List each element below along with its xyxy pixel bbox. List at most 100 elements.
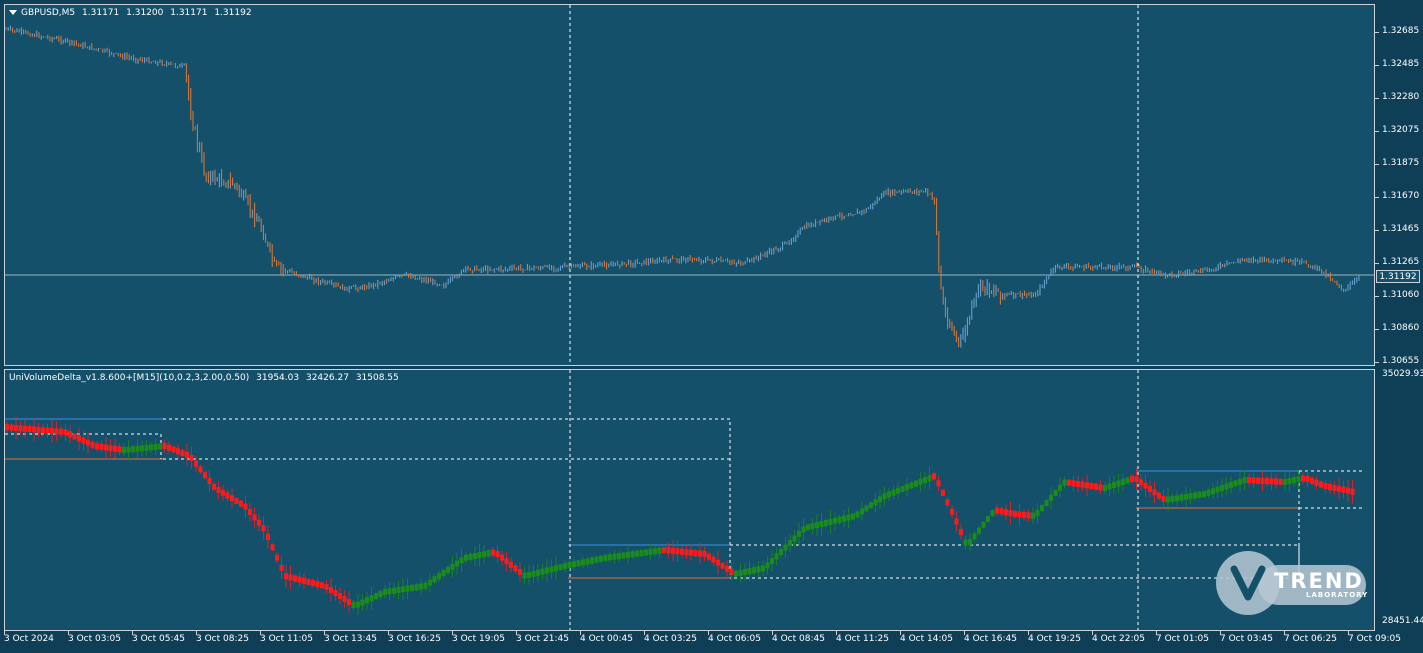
delta-bar — [1188, 493, 1193, 500]
delta-bar — [248, 509, 252, 515]
delta-bar — [14, 424, 18, 431]
delta-bar — [945, 499, 950, 506]
indicator-pane[interactable]: UniVolumeDelta_v1.8.600+[M15](10,0.2,3,2… — [4, 369, 1375, 631]
delta-bar — [1247, 477, 1251, 484]
delta-bar — [1224, 483, 1229, 490]
price-tick-label: 1.32685 — [1382, 26, 1420, 36]
price-chart-canvas[interactable] — [5, 5, 1375, 366]
delta-bar — [410, 584, 414, 591]
delta-bar — [711, 556, 716, 563]
delta-bar — [1166, 496, 1170, 503]
price-chart-title: GBPUSD,M5 1.31171 1.31200 1.31171 1.3119… — [9, 8, 256, 18]
delta-bar — [567, 562, 572, 569]
close-value: 1.31192 — [214, 8, 252, 18]
price-tick — [1375, 131, 1379, 132]
delta-bar — [936, 480, 941, 487]
delta-bar — [1278, 478, 1283, 485]
price-chart-pane[interactable]: GBPUSD,M5 1.31171 1.31200 1.31171 1.3119… — [4, 4, 1375, 366]
delta-bar — [464, 554, 468, 561]
delta-bar — [1215, 486, 1220, 493]
delta-bar — [243, 503, 248, 510]
time-tick — [1220, 631, 1221, 635]
delta-bar — [522, 572, 527, 579]
delta-bar — [36, 426, 41, 433]
delta-bar — [225, 492, 230, 499]
price-tick — [1375, 98, 1379, 99]
delta-bar — [41, 427, 45, 434]
time-axis[interactable]: 3 Oct 2024 3 Oct 03:05 3 Oct 05:45 3 Oct 08… — [4, 631, 1401, 653]
delta-bar — [743, 569, 747, 575]
indicator-title: UniVolumeDelta_v1.8.600+[M15](10,0.2,3,2… — [9, 373, 403, 383]
delta-bar — [1346, 487, 1350, 494]
indicator-axis[interactable]: 35029.93 28451.44 — [1375, 369, 1423, 631]
delta-bar — [1107, 483, 1112, 490]
delta-bar — [518, 569, 522, 575]
delta-bar — [792, 535, 797, 542]
price-axis[interactable]: 1.32685 1.32485 1.32280 1.32075 1.31875 … — [1375, 4, 1423, 366]
delta-bar — [279, 564, 284, 571]
price-tick — [1375, 263, 1379, 264]
trend-laboratory-logo: TREND LABORATORY — [1216, 549, 1371, 619]
price-tick-label: 1.30860 — [1382, 323, 1420, 333]
delta-bar — [140, 445, 144, 452]
delta-bar — [549, 566, 554, 573]
indicator-canvas[interactable] — [5, 370, 1375, 631]
delta-bar — [630, 551, 635, 558]
delta-bar — [1292, 477, 1296, 484]
delta-bar — [1134, 476, 1139, 483]
time-label: 7 Oct 01:05 — [1156, 634, 1209, 644]
delta-bar — [864, 505, 869, 512]
delta-bar — [963, 539, 968, 546]
price-tick-label: 1.31670 — [1382, 191, 1420, 201]
delta-bar — [144, 444, 149, 451]
delta-bar — [401, 586, 405, 593]
dropdown-arrow-icon[interactable] — [9, 10, 17, 15]
delta-bar — [482, 551, 486, 558]
time-label: 3 Oct 2024 — [4, 634, 54, 644]
delta-bar — [365, 597, 369, 604]
delta-bar — [432, 576, 437, 583]
delta-bar — [797, 531, 801, 537]
delta-bar — [666, 547, 671, 554]
delta-bar — [428, 579, 432, 586]
delta-bar — [891, 489, 896, 496]
delta-bar — [1031, 512, 1035, 519]
time-tick — [516, 631, 517, 635]
delta-bar — [68, 431, 72, 438]
delta-bar — [779, 549, 783, 555]
delta-bar — [378, 591, 383, 598]
delta-bar — [171, 446, 176, 453]
time-label: 3 Oct 21:45 — [516, 634, 569, 644]
time-label: 4 Oct 03:25 — [644, 634, 697, 644]
delta-bar — [1233, 480, 1238, 487]
delta-bar — [995, 507, 999, 514]
delta-bar — [414, 584, 419, 591]
delta-bar — [774, 553, 779, 560]
time-label: 7 Oct 03:45 — [1220, 634, 1273, 644]
time-tick — [324, 631, 325, 635]
delta-bar — [815, 522, 819, 529]
delta-bar — [504, 558, 509, 565]
delta-bar — [725, 565, 729, 572]
delta-bar — [1251, 477, 1256, 484]
delta-bar — [810, 523, 815, 530]
time-label: 4 Oct 16:45 — [964, 634, 1017, 644]
delta-bar — [176, 448, 180, 455]
time-tick — [196, 631, 197, 635]
delta-bar — [981, 521, 986, 528]
delta-bar — [734, 570, 738, 577]
delta-bar — [860, 508, 864, 515]
delta-bar — [1206, 489, 1211, 496]
delta-bar — [1170, 495, 1175, 502]
time-label: 3 Oct 03:05 — [68, 634, 121, 644]
delta-bar — [32, 426, 36, 433]
delta-bar — [1274, 478, 1278, 485]
delta-bar — [266, 533, 270, 540]
delta-bar — [900, 486, 905, 492]
time-tick — [964, 631, 965, 635]
logo-subtitle: LABORATORY — [1306, 591, 1369, 599]
delta-bar — [905, 484, 909, 491]
logo-word: TREND — [1274, 569, 1364, 593]
time-label: 4 Oct 14:05 — [900, 634, 953, 644]
